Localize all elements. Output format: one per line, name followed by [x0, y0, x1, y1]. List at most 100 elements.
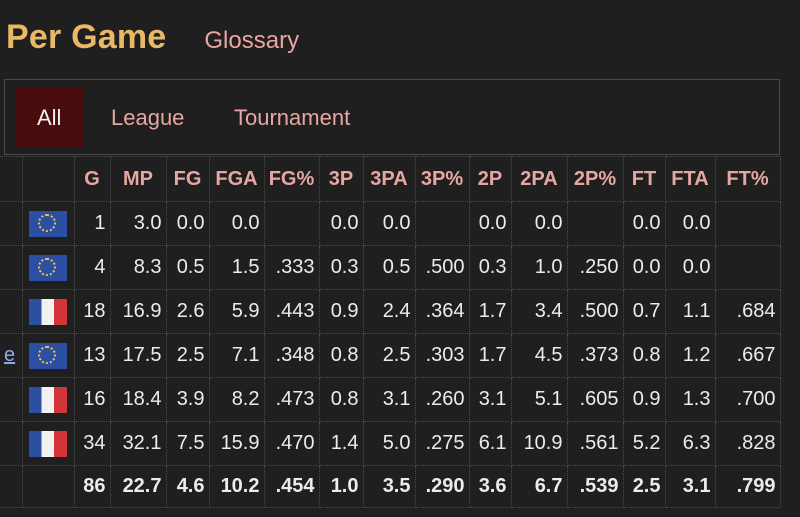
- stat-cell: 2.4: [362, 289, 416, 334]
- stat-cell: 0.7: [622, 289, 666, 334]
- stat-cell: 0.9: [622, 377, 666, 422]
- stat-cell: 3.9: [165, 377, 210, 422]
- stat-cell: 1: [73, 201, 111, 246]
- stat-cell: 0.8: [318, 333, 364, 378]
- stat-cell: 5.2: [622, 421, 666, 466]
- row-stub: [0, 245, 23, 290]
- tab-all[interactable]: All: [15, 88, 84, 148]
- france-flag-icon: [29, 430, 67, 457]
- stat-cell: 0.0: [468, 201, 512, 246]
- stat-cell: 16.9: [109, 289, 167, 334]
- stat-cell: 0.0: [208, 201, 265, 246]
- stat-cell: 34: [73, 421, 111, 466]
- stat-cell: 6.1: [468, 421, 512, 466]
- stat-cell: .250: [566, 245, 624, 290]
- stat-cell: 0.0: [510, 201, 568, 246]
- stat-cell: 0.0: [165, 201, 210, 246]
- stat-cell: .364: [414, 289, 470, 334]
- stat-cell: .500: [566, 289, 624, 334]
- stat-cell: .828: [714, 421, 781, 466]
- total-cell: 6.7: [510, 465, 568, 508]
- stat-cell: .684: [714, 289, 781, 334]
- stat-cell: 0.0: [664, 245, 716, 290]
- stat-cell: 16: [73, 377, 111, 422]
- total-cell: .539: [566, 465, 624, 508]
- stat-cell: 8.2: [208, 377, 265, 422]
- row-stub-link[interactable]: e: [4, 344, 16, 366]
- column-header[interactable]: 2P: [468, 156, 512, 202]
- column-header[interactable]: 3P%: [414, 156, 470, 202]
- stat-cell: 5.1: [510, 377, 568, 422]
- row-stub[interactable]: e: [0, 333, 23, 378]
- row-stub: [0, 289, 23, 334]
- flag-cell: [21, 465, 75, 508]
- column-header[interactable]: FG%: [263, 156, 320, 202]
- column-header[interactable]: G: [73, 156, 111, 202]
- stat-cell: [714, 201, 781, 246]
- stat-cell: 32.1: [109, 421, 167, 466]
- stat-cell: 3.1: [362, 377, 416, 422]
- stat-cell: 13: [73, 333, 111, 378]
- table-row: 16 18.4 3.9 8.2.473 0.8 3.1.260 3.1 5.1.605 0.9 1…: [0, 377, 781, 422]
- stat-cell: .373: [566, 333, 624, 378]
- table-row: 18 16.9 2.6 5.9.443 0.9 2.4.364 1.7 3.4.500 0.7 1…: [0, 289, 781, 334]
- stat-cell: 2.5: [165, 333, 210, 378]
- eu-flag-icon: [29, 342, 67, 369]
- stat-cell: .667: [714, 333, 781, 378]
- stat-cell: 0.8: [318, 377, 364, 422]
- total-cell: 22.7: [109, 465, 167, 508]
- stat-cell: [263, 201, 320, 246]
- column-header[interactable]: MP: [109, 156, 167, 202]
- total-cell: 3.5: [362, 465, 416, 508]
- column-header[interactable]: 2PA: [510, 156, 568, 202]
- table-row: 34 32.1 7.5 15.9.470 1.4 5.0.275 6.1 10.9.561 5.…: [0, 421, 781, 466]
- stat-cell: 5.0: [362, 421, 416, 466]
- flag-cell: [21, 377, 75, 422]
- flag-header: [21, 156, 75, 202]
- stat-cell: .275: [414, 421, 470, 466]
- stat-cell: 0.0: [362, 201, 416, 246]
- total-cell: 10.2: [208, 465, 265, 508]
- stat-cell: 3.4: [510, 289, 568, 334]
- stat-cell: [414, 201, 470, 246]
- page-header: Per Game Glossary: [6, 18, 299, 66]
- eu-flag-icon: [29, 210, 67, 237]
- stat-cell: 18: [73, 289, 111, 334]
- stat-cell: 10.9: [510, 421, 568, 466]
- stat-cell: 2.5: [362, 333, 416, 378]
- tab-tournament[interactable]: Tournament: [234, 105, 351, 130]
- column-header[interactable]: FG: [165, 156, 210, 202]
- stat-cell: 5.9: [208, 289, 265, 334]
- stat-cell: .348: [263, 333, 320, 378]
- row-stub: [0, 465, 23, 508]
- total-cell: 4.6: [165, 465, 210, 508]
- column-header[interactable]: 3PA: [362, 156, 416, 202]
- stat-cell: 0.9: [318, 289, 364, 334]
- stat-cell: 1.7: [468, 289, 512, 334]
- stub-header: [0, 156, 23, 202]
- total-cell: 86: [73, 465, 111, 508]
- stat-cell: 4.5: [510, 333, 568, 378]
- stat-cell: .500: [414, 245, 470, 290]
- stat-cell: 8.3: [109, 245, 167, 290]
- glossary-link[interactable]: Glossary: [204, 27, 300, 54]
- column-header[interactable]: 2P%: [566, 156, 624, 202]
- stat-cell: 0.0: [664, 201, 716, 246]
- flag-cell: [21, 289, 75, 334]
- stat-cell: 0.5: [165, 245, 210, 290]
- column-header[interactable]: FGA: [208, 156, 265, 202]
- column-header[interactable]: FTA: [664, 156, 716, 202]
- stat-cell: .333: [263, 245, 320, 290]
- flag-cell: [21, 421, 75, 466]
- page-title: Per Game: [6, 18, 167, 56]
- total-cell: 3.1: [664, 465, 716, 508]
- column-header[interactable]: FT: [622, 156, 666, 202]
- stat-cell: 1.7: [468, 333, 512, 378]
- tab-league[interactable]: League: [111, 105, 185, 130]
- total-cell: .290: [414, 465, 470, 508]
- stat-cell: 0.0: [622, 245, 666, 290]
- stat-cell: 1.3: [664, 377, 716, 422]
- column-header[interactable]: FT%: [714, 156, 781, 202]
- stat-cell: [566, 201, 624, 246]
- column-header[interactable]: 3P: [318, 156, 364, 202]
